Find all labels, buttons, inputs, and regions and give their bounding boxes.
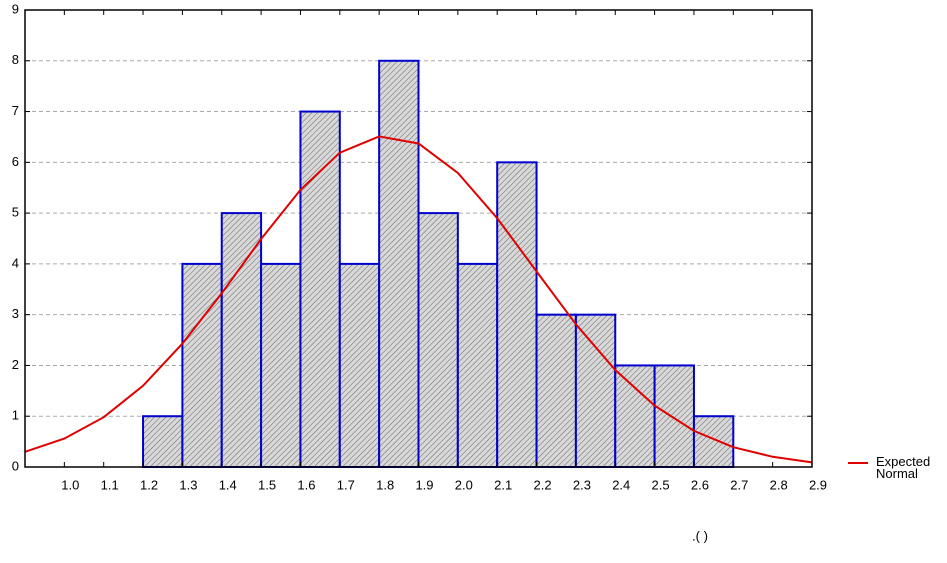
x-tick-label: 2.6 [691, 477, 709, 492]
y-tick-label: 4 [12, 255, 19, 270]
x-tick-label: 1.2 [140, 477, 158, 492]
bar [653, 364, 695, 469]
y-tick-label: 6 [12, 154, 19, 169]
bar [378, 59, 420, 469]
bar [181, 262, 223, 468]
x-tick-label: 1.3 [179, 477, 197, 492]
x-tick-label: 1.5 [258, 477, 276, 492]
x-tick-label: 2.3 [573, 477, 591, 492]
y-tick-label: 1 [12, 408, 19, 423]
legend-label: Expected Normal [876, 454, 931, 481]
x-tick-label: 2.4 [612, 477, 630, 492]
bar [692, 415, 735, 469]
y-tick-label: 5 [12, 205, 19, 220]
x-tick-label: 2.1 [494, 477, 512, 492]
bar [614, 364, 656, 469]
x-tick-label: 1.7 [337, 477, 355, 492]
y-tick-label: 2 [12, 357, 19, 372]
bar [496, 161, 538, 468]
x-tick-label: 2.8 [770, 477, 788, 492]
y-tick-label: 3 [12, 306, 19, 321]
plot-frame [24, 9, 813, 468]
bar [417, 212, 459, 468]
x-tick-label: 2.9 [809, 477, 827, 492]
x-tick-label: 1.1 [101, 477, 119, 492]
bar [220, 212, 263, 468]
x-tick-label: 1.0 [61, 477, 79, 492]
x-tick-label: 1.9 [415, 477, 433, 492]
note: .( ) [692, 528, 708, 543]
x-tick-label: 2.0 [455, 477, 473, 492]
y-tick-label: 9 [12, 1, 19, 16]
bar [456, 262, 499, 468]
y-tick-label: 8 [12, 52, 19, 67]
x-tick-label: 1.6 [297, 477, 315, 492]
normal-curve [24, 135, 813, 464]
x-tick-label: 1.8 [376, 477, 394, 492]
y-tick-label: 0 [12, 458, 19, 473]
bar [535, 313, 577, 468]
bar [574, 313, 617, 468]
x-tick-label: 2.7 [730, 477, 748, 492]
bar [299, 110, 341, 469]
y-tick-label: 7 [12, 103, 19, 118]
x-tick-label: 2.2 [534, 477, 552, 492]
bar [338, 262, 381, 468]
bar [142, 415, 184, 469]
x-tick-label: 1.4 [219, 477, 237, 492]
x-tick-label: 2.5 [652, 477, 670, 492]
bar [260, 262, 302, 468]
